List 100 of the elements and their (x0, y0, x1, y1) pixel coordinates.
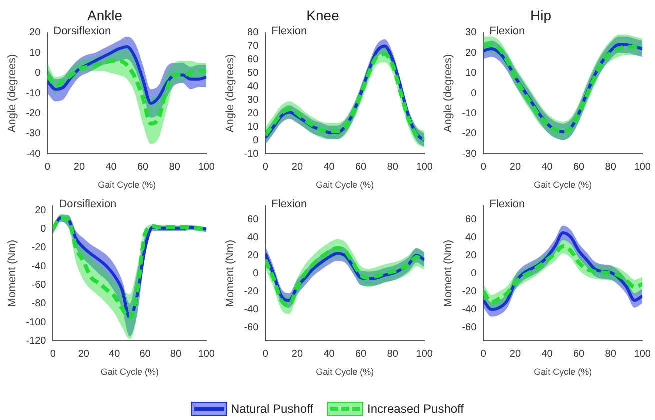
annotation: Flexion (490, 198, 526, 211)
x-tick-label: 40 (542, 348, 554, 360)
y-tick-label: 0 (253, 135, 260, 146)
x-tick-label: 100 (634, 348, 652, 360)
y-axis-title: Moment (Nm) (442, 240, 455, 308)
y-tick-label: -20 (26, 108, 42, 120)
y-tick-label: -120 (26, 336, 47, 347)
y-tick-label: 0 (471, 268, 478, 280)
x-axis-title: Gait Cycle (%) (534, 180, 592, 190)
y-tick-label: 20 (466, 250, 478, 262)
y-tick-label: 40 (248, 82, 260, 93)
y-tick-label: 40 (248, 232, 260, 244)
y-tick-label: -40 (462, 304, 478, 316)
y-axis-title: Moment (Nm) (6, 240, 19, 308)
x-tick-label: 80 (605, 162, 617, 173)
y-tick-label: -60 (462, 322, 478, 334)
y-tick-label: 20 (30, 28, 42, 39)
x-tick-label: 100 (416, 162, 434, 173)
y-tick-label: 10 (248, 122, 260, 133)
x-tick-label: 20 (74, 162, 86, 173)
x-tick-label: 60 (140, 348, 152, 360)
x-tick-label: 100 (634, 162, 652, 173)
x-axis-title: Gait Cycle (%) (316, 367, 374, 378)
y-tick-label: 60 (466, 214, 478, 226)
y-tick-label: 30 (466, 28, 478, 39)
y-tick-label: -20 (32, 242, 47, 254)
y-tick-label: 20 (248, 250, 260, 262)
x-tick-label: 20 (292, 162, 304, 173)
chart-title: Hip (530, 7, 552, 24)
y-axis-title: Moment (Nm) (224, 240, 237, 308)
y-tick-label: -60 (244, 322, 260, 334)
x-tick-label: 0 (262, 348, 269, 360)
y-tick-label: 20 (466, 48, 478, 59)
x-tick-label: 80 (387, 348, 399, 360)
annotation: Dorsiflexion (59, 198, 117, 211)
x-tick-label: 80 (169, 162, 181, 173)
x-tick-label: 80 (387, 162, 399, 173)
x-tick-label: 80 (605, 348, 617, 360)
y-tick-label: 60 (248, 54, 260, 66)
x-tick-label: 40 (109, 348, 121, 360)
y-tick-label: 20 (35, 205, 47, 216)
y-tick-label: -10 (26, 88, 42, 100)
x-tick-label: 80 (170, 348, 182, 360)
x-tick-label: 0 (480, 162, 487, 173)
y-tick-label: -30 (26, 128, 42, 140)
y-tick-label: 0 (40, 224, 47, 236)
y-tick-label: -100 (26, 317, 47, 328)
y-tick-label: 20 (248, 108, 260, 120)
line-series (484, 244, 643, 304)
x-tick-label: 60 (355, 162, 368, 173)
y-tick-label: 0 (253, 268, 260, 280)
y-tick-label: -80 (32, 298, 47, 310)
x-tick-label: 60 (137, 162, 150, 173)
y-tick-label: 0 (471, 88, 478, 100)
x-tick-label: 40 (324, 162, 336, 173)
x-tick-label: 40 (324, 348, 336, 360)
y-tick-label: -40 (32, 261, 47, 272)
y-tick-label: -30 (462, 148, 478, 160)
x-axis-title: Gait Cycle (%) (316, 180, 374, 190)
annotation: Flexion (490, 25, 526, 38)
x-tick-label: 60 (355, 348, 368, 360)
y-axis-title: Angle (degrees) (442, 54, 455, 133)
y-tick-label: -40 (244, 304, 260, 316)
legend-label: Increased Pushoff (367, 402, 464, 416)
x-tick-label: 40 (106, 162, 118, 173)
x-tick-label: 100 (416, 348, 434, 360)
y-tick-label: 10 (466, 68, 478, 80)
x-tick-label: 20 (510, 162, 522, 173)
y-tick-label: 30 (248, 94, 260, 106)
legend-label: Natural Pushoff (230, 402, 314, 416)
x-tick-label: 20 (292, 348, 304, 360)
annotation: Dorsiflexion (54, 25, 112, 38)
x-tick-label: 0 (262, 162, 269, 173)
x-tick-label: 60 (573, 162, 586, 173)
x-axis-title: Gait Cycle (%) (534, 367, 592, 378)
x-tick-label: 20 (510, 348, 522, 360)
y-tick-label: -20 (462, 128, 478, 140)
line-series (48, 59, 207, 126)
y-tick-label: 10 (30, 48, 42, 59)
y-tick-label: -10 (462, 108, 478, 120)
y-tick-label: 50 (248, 68, 260, 80)
x-axis-title: Gait Cycle (%) (100, 367, 159, 378)
y-tick-label: -20 (244, 286, 260, 298)
x-tick-label: 100 (198, 348, 216, 360)
y-tick-label: 70 (248, 41, 260, 52)
x-tick-label: 60 (573, 348, 586, 360)
y-tick-label: -40 (26, 148, 42, 160)
y-tick-label: 60 (248, 214, 260, 226)
y-tick-label: -10 (244, 148, 260, 160)
y-tick-label: 80 (248, 28, 260, 39)
x-tick-label: 0 (480, 348, 487, 360)
annotation: Flexion (272, 198, 308, 211)
y-axis-title: Angle (degrees) (224, 54, 237, 133)
y-tick-label: 0 (35, 68, 42, 80)
y-tick-label: -60 (32, 280, 47, 292)
x-axis-title: Gait Cycle (%) (98, 180, 156, 190)
annotation: Flexion (272, 25, 308, 38)
chart-title: Ankle (87, 7, 123, 24)
x-tick-label: 100 (198, 162, 216, 173)
x-tick-label: 20 (78, 348, 90, 360)
